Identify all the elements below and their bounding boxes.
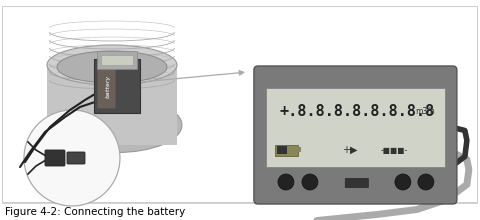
FancyBboxPatch shape — [254, 66, 457, 204]
FancyBboxPatch shape — [2, 6, 477, 202]
Circle shape — [418, 174, 434, 190]
Text: Figure 4-2: Connecting the battery: Figure 4-2: Connecting the battery — [5, 207, 185, 217]
Ellipse shape — [57, 51, 167, 83]
Text: +.8.8.8.8.8.8.8.8: +.8.8.8.8.8.8.8.8 — [280, 103, 435, 119]
Circle shape — [278, 174, 294, 190]
Bar — [298, 147, 301, 152]
Text: -■■■-: -■■■- — [380, 145, 408, 154]
Circle shape — [24, 110, 120, 206]
Bar — [277, 146, 287, 154]
FancyBboxPatch shape — [266, 88, 445, 167]
Text: battery: battery — [106, 74, 110, 97]
Circle shape — [302, 174, 318, 190]
Circle shape — [395, 174, 411, 190]
Ellipse shape — [52, 97, 182, 152]
FancyBboxPatch shape — [97, 64, 115, 108]
FancyBboxPatch shape — [45, 150, 65, 166]
FancyBboxPatch shape — [94, 59, 140, 113]
FancyBboxPatch shape — [97, 51, 137, 69]
FancyBboxPatch shape — [345, 178, 369, 188]
Ellipse shape — [47, 45, 177, 85]
FancyBboxPatch shape — [101, 55, 133, 65]
FancyBboxPatch shape — [67, 152, 85, 164]
Text: +▶: +▶ — [342, 145, 358, 155]
Bar — [47, 65, 177, 145]
FancyBboxPatch shape — [276, 145, 299, 156]
Text: m3/h: m3/h — [415, 106, 435, 116]
